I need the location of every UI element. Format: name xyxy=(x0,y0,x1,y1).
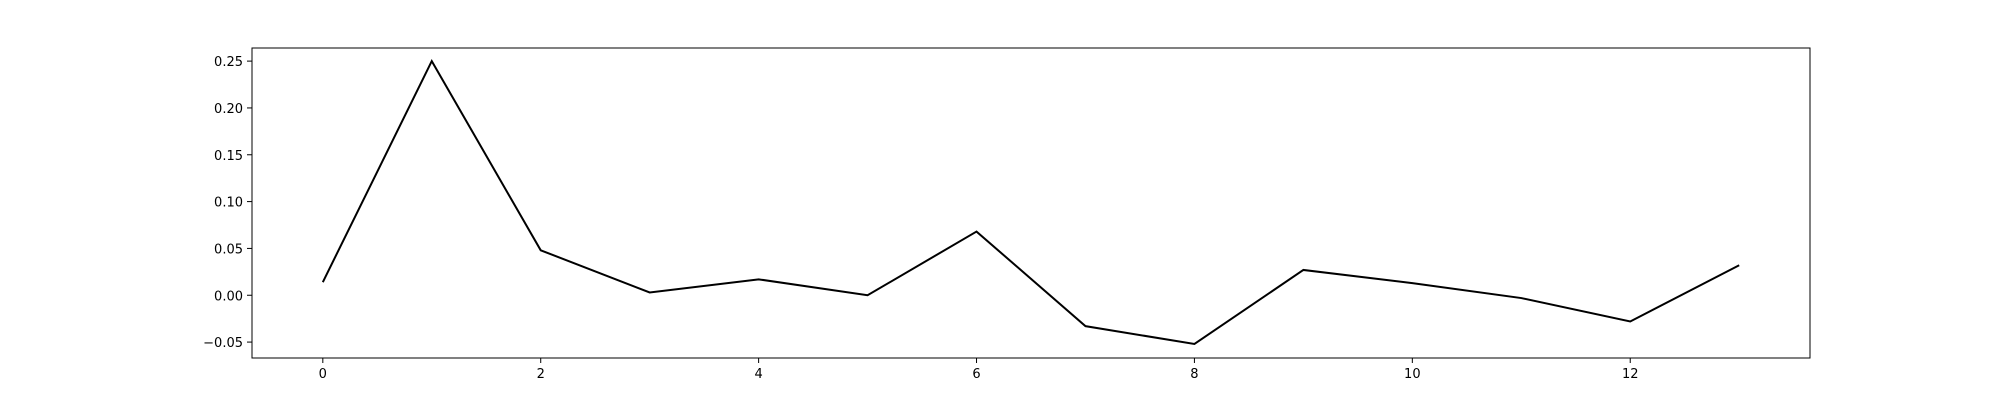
y-tick-label: 0.25 xyxy=(214,55,243,70)
data-point-0-11 xyxy=(1519,296,1523,300)
x-tick-label: 2 xyxy=(537,367,545,382)
data-point-0-3 xyxy=(648,290,652,294)
x-tick-label: 10 xyxy=(1404,367,1421,382)
y-tick-label: 0.05 xyxy=(214,242,243,257)
x-tick-label: 0 xyxy=(319,367,327,382)
data-point-0-6 xyxy=(975,230,979,234)
data-point-0-12 xyxy=(1628,319,1632,323)
y-tick-label: 0.00 xyxy=(214,289,243,304)
data-point-0-7 xyxy=(1083,324,1087,328)
data-point-0-8 xyxy=(1192,342,1196,346)
data-point-0-0 xyxy=(321,280,325,284)
data-point-0-1 xyxy=(430,59,434,63)
x-tick-label: 6 xyxy=(972,367,980,382)
data-point-0-4 xyxy=(757,277,761,281)
data-point-0-9 xyxy=(1301,268,1305,272)
y-tick-label: 0.10 xyxy=(214,196,243,211)
data-point-0-5 xyxy=(866,293,870,297)
plot-area xyxy=(251,47,1811,359)
x-tick-label: 4 xyxy=(754,367,762,382)
series-group xyxy=(321,58,1741,346)
y-tick-label: −0.05 xyxy=(203,336,243,351)
axes-frame xyxy=(251,47,1811,359)
data-point-0-10 xyxy=(1410,281,1414,285)
x-axis: 0 2 4 6 8 10 12 xyxy=(319,358,1639,382)
series-line-0 xyxy=(321,58,1740,346)
data-point-0-13 xyxy=(1737,263,1741,267)
x-tick-label: 8 xyxy=(1190,367,1198,382)
x-tick-label: 12 xyxy=(1622,367,1639,382)
y-tick-label: 0.15 xyxy=(214,149,243,164)
y-axis: −0.05 0.00 0.05 0.10 0.15 0.20 0.25 xyxy=(203,55,252,351)
y-tick-label: 0.20 xyxy=(214,102,243,117)
data-point-0-2 xyxy=(539,248,543,252)
